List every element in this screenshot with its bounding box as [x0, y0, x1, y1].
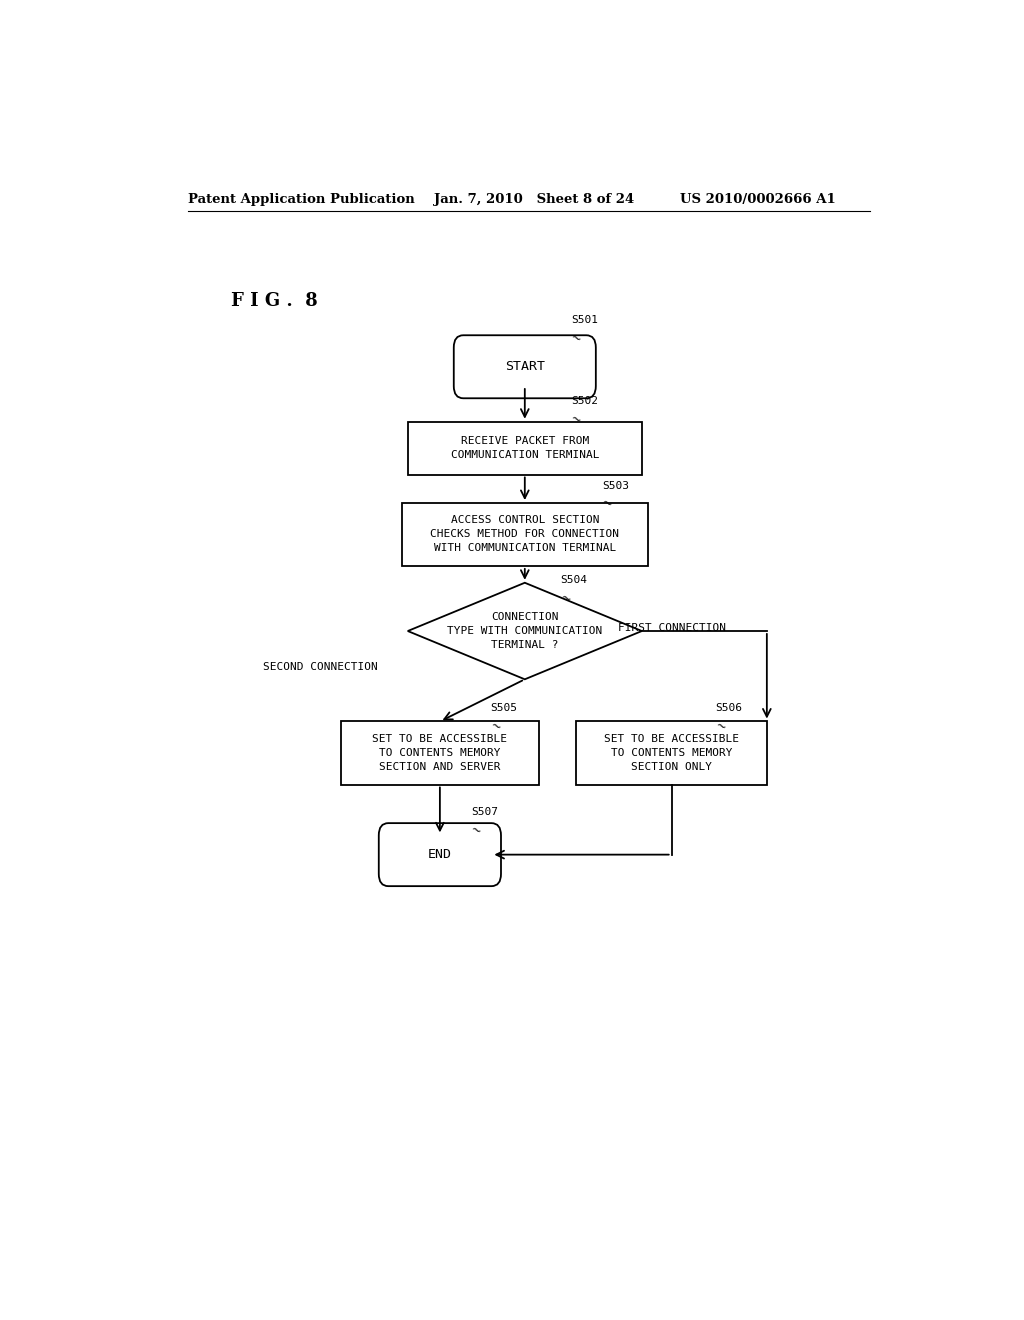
Text: RECEIVE PACKET FROM
COMMUNICATION TERMINAL: RECEIVE PACKET FROM COMMUNICATION TERMIN…: [451, 436, 599, 461]
Text: START: START: [505, 360, 545, 374]
Text: ∼: ∼: [568, 412, 584, 428]
Text: SET TO BE ACCESSIBLE
TO CONTENTS MEMORY
SECTION ONLY: SET TO BE ACCESSIBLE TO CONTENTS MEMORY …: [604, 734, 739, 772]
Bar: [401, 503, 648, 566]
Text: F I G .  8: F I G . 8: [231, 292, 317, 310]
Text: CONNECTION
TYPE WITH COMMUNICATION
TERMINAL ?: CONNECTION TYPE WITH COMMUNICATION TERMI…: [447, 612, 602, 649]
Text: ∼: ∼: [713, 718, 728, 735]
Text: ∼: ∼: [468, 822, 483, 838]
Bar: [577, 722, 767, 784]
Text: END: END: [428, 849, 452, 861]
Text: ∼: ∼: [558, 590, 573, 607]
Bar: [341, 722, 539, 784]
Bar: [408, 421, 642, 474]
Text: S504: S504: [560, 576, 588, 585]
Text: S507: S507: [471, 807, 498, 817]
Text: S506: S506: [715, 704, 742, 713]
Text: S502: S502: [570, 396, 598, 407]
Text: S505: S505: [490, 704, 518, 713]
Text: SECOND CONNECTION: SECOND CONNECTION: [263, 661, 378, 672]
Text: SET TO BE ACCESSIBLE
TO CONTENTS MEMORY
SECTION AND SERVER: SET TO BE ACCESSIBLE TO CONTENTS MEMORY …: [373, 734, 507, 772]
Text: ACCESS CONTROL SECTION
CHECKS METHOD FOR CONNECTION
WITH COMMUNICATION TERMINAL: ACCESS CONTROL SECTION CHECKS METHOD FOR…: [430, 516, 620, 553]
Polygon shape: [408, 582, 642, 680]
Text: ∼: ∼: [488, 718, 504, 735]
Text: ∼: ∼: [568, 330, 584, 346]
FancyBboxPatch shape: [454, 335, 596, 399]
Text: S503: S503: [602, 480, 629, 491]
Text: FIRST CONNECTION: FIRST CONNECTION: [618, 623, 726, 634]
Text: S501: S501: [570, 315, 598, 325]
FancyBboxPatch shape: [379, 824, 501, 886]
Text: ∼: ∼: [599, 496, 614, 512]
Text: Patent Application Publication: Patent Application Publication: [187, 193, 415, 206]
Text: US 2010/0002666 A1: US 2010/0002666 A1: [680, 193, 836, 206]
Text: Jan. 7, 2010   Sheet 8 of 24: Jan. 7, 2010 Sheet 8 of 24: [433, 193, 634, 206]
